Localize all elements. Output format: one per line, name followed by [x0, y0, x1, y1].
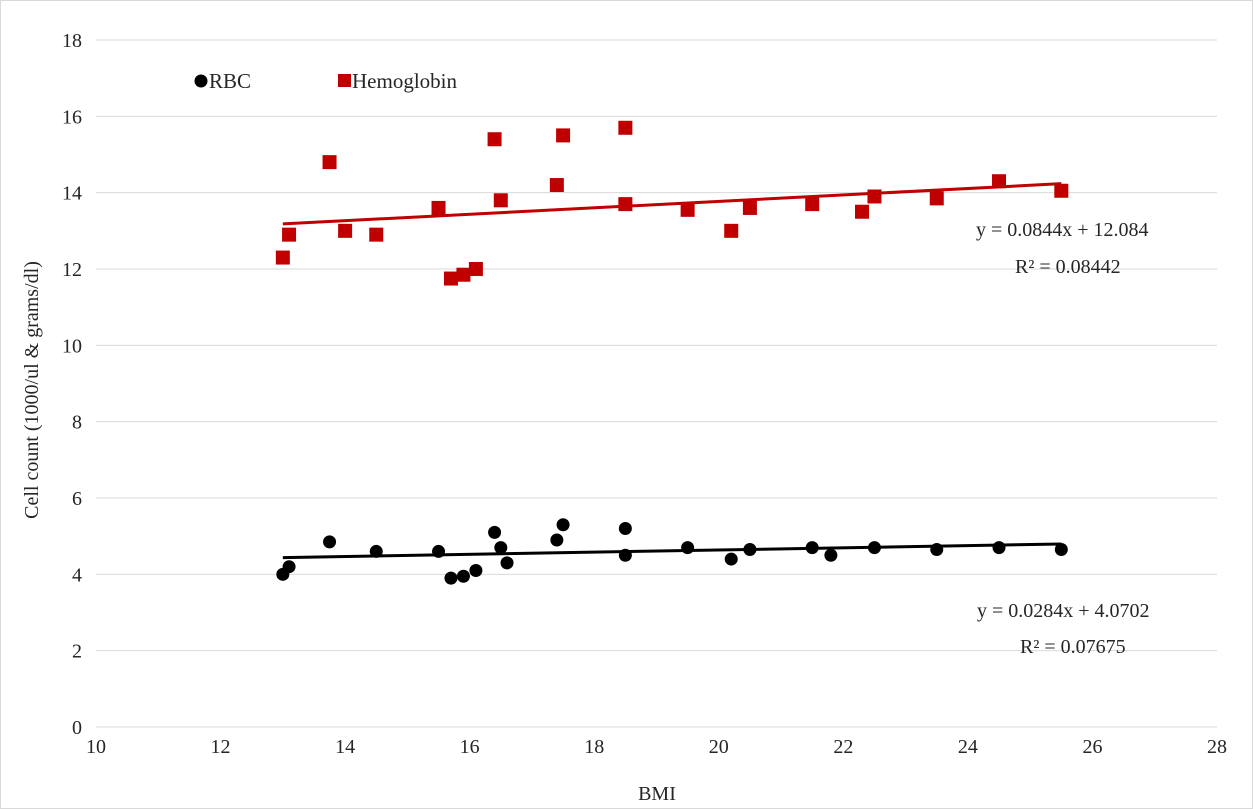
hemoglobin-point — [855, 204, 870, 219]
rbc-point — [444, 571, 458, 585]
hemoglobin-point — [618, 197, 633, 212]
x-tick-label: 22 — [833, 736, 853, 758]
rbc-equation: y = 0.0284x + 4.0702 — [977, 600, 1150, 622]
y-tick-label: 12 — [62, 259, 82, 281]
legend-marker-rbc — [194, 74, 208, 88]
data-points — [275, 120, 1069, 585]
y-tick-label: 14 — [62, 183, 82, 205]
y-tick-label: 8 — [72, 412, 82, 434]
hemoglobin-point — [805, 197, 820, 212]
rbc-point — [488, 525, 502, 539]
rbc-point — [824, 548, 838, 562]
x-tick-label: 24 — [958, 736, 978, 758]
rbc-point — [494, 541, 508, 555]
x-tick-label: 16 — [460, 736, 480, 758]
rbc-point — [282, 560, 296, 574]
rbc-point — [805, 541, 819, 555]
hemoglobin-point — [929, 191, 944, 206]
y-tick-label: 0 — [72, 717, 82, 739]
rbc-point — [992, 541, 1006, 555]
hemoglobin-point — [1054, 183, 1069, 198]
rbc-trend-equation: y = 0.0284x + 4.0702 R² = 0.07675 — [977, 600, 1150, 658]
rbc-point — [369, 544, 383, 558]
rbc-point — [432, 544, 446, 558]
rbc-point — [867, 541, 881, 555]
hemoglobin-point — [369, 227, 384, 242]
x-tick-label: 14 — [335, 736, 355, 758]
rbc-point — [681, 541, 695, 555]
hemoglobin-point — [431, 200, 446, 215]
rbc-point — [550, 533, 564, 547]
hemoglobin-r2: R² = 0.08442 — [1015, 256, 1121, 278]
rbc-point — [500, 556, 514, 570]
y-tick-label: 10 — [62, 335, 82, 357]
hemoglobin-point — [322, 155, 337, 170]
hemoglobin-point — [556, 128, 571, 143]
hemoglobin-point — [618, 120, 633, 135]
x-tick-label: 28 — [1207, 736, 1227, 758]
x-tick-label: 10 — [86, 736, 106, 758]
y-tick-label: 4 — [72, 564, 82, 586]
x-tick-label: 12 — [211, 736, 231, 758]
rbc-point — [469, 564, 483, 578]
x-tick-label: 26 — [1082, 736, 1102, 758]
hemoglobin-point — [992, 174, 1007, 189]
rbc-trendline — [282, 542, 1062, 560]
rbc-r2: R² = 0.07675 — [1020, 636, 1126, 658]
hemoglobin-point — [742, 200, 757, 215]
y-tick-label: 6 — [72, 488, 82, 510]
legend-label-hemoglobin: Hemoglobin — [352, 69, 457, 93]
hemoglobin-point — [338, 223, 353, 238]
y-tick-label: 2 — [72, 641, 82, 663]
hemoglobin-point — [456, 267, 471, 282]
rbc-point — [724, 552, 738, 566]
x-tick-label: 18 — [584, 736, 604, 758]
hemoglobin-equation: y = 0.0844x + 12.084 — [976, 219, 1149, 241]
hemoglobin-point — [487, 132, 502, 147]
rbc-point — [743, 543, 757, 557]
y-tick-label: 18 — [62, 30, 82, 52]
rbc-point — [618, 522, 632, 536]
hemoglobin-point — [282, 227, 297, 242]
rbc-point — [323, 535, 337, 549]
legend-marker-hemoglobin — [338, 74, 351, 87]
hemoglobin-point — [493, 193, 508, 208]
rbc-point — [930, 543, 944, 557]
y-axis-title: Cell count (1000/ul & grams/dl) — [21, 261, 43, 519]
hemoglobin-point — [275, 250, 290, 265]
hemoglobin-point — [867, 189, 882, 204]
y-axis-ticks: 0 2 4 6 8 10 12 14 16 18 — [62, 30, 82, 739]
hemoglobin-point — [443, 271, 458, 286]
x-axis-title: BMI — [638, 783, 676, 805]
hemoglobin-point — [724, 223, 739, 238]
rbc-point — [618, 548, 632, 562]
hemoglobin-point — [549, 178, 564, 193]
y-tick-label: 16 — [62, 106, 82, 128]
rbc-point — [456, 569, 470, 583]
legend-label-rbc: RBC — [209, 69, 251, 93]
hemoglobin-point — [468, 262, 483, 276]
x-tick-label: 20 — [709, 736, 729, 758]
trendlines — [282, 182, 1062, 560]
rbc-point — [1054, 543, 1068, 557]
hemoglobin-trend-equation: y = 0.0844x + 12.084 R² = 0.08442 — [976, 219, 1149, 278]
hemoglobin-point — [680, 202, 695, 217]
x-axis-ticks: 10 12 14 16 18 20 22 24 26 28 — [86, 736, 1227, 758]
legend: RBC Hemoglobin — [194, 69, 457, 93]
hemoglobin-trendline — [282, 182, 1062, 226]
gridlines — [96, 39, 1217, 728]
rbc-point — [556, 518, 570, 532]
